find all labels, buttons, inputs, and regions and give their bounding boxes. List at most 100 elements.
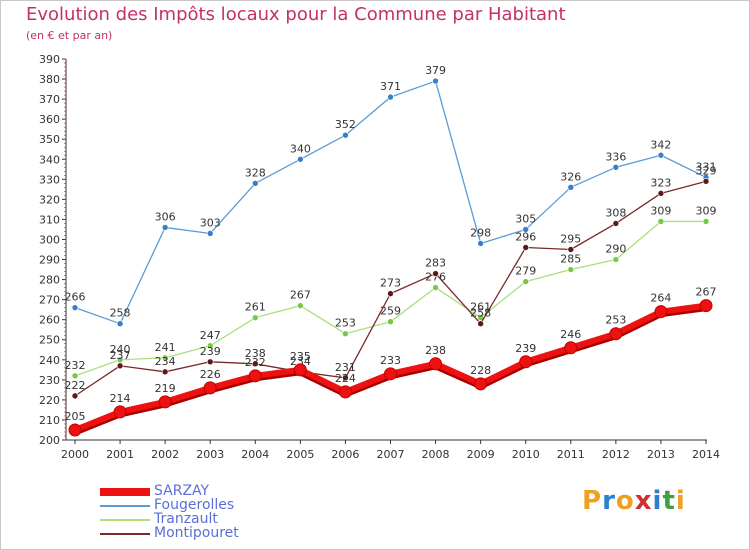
data-point-fougerolles <box>206 230 214 237</box>
data-label-montipouret: 234 <box>155 355 176 368</box>
x-tick-label: 2002 <box>151 448 179 461</box>
legend-label-tranzault: Tranzault <box>154 511 218 527</box>
data-point-fougerolles <box>387 93 394 101</box>
data-point-montipouret <box>432 270 439 277</box>
data-label-fougerolles: 371 <box>380 80 401 93</box>
data-label-tranzault: 241 <box>155 341 176 354</box>
data-label-fougerolles: 303 <box>200 216 221 229</box>
data-label-tranzault: 259 <box>380 305 401 318</box>
y-tick-label: 220 <box>39 394 60 407</box>
data-point-montipouret <box>116 362 124 370</box>
data-label-montipouret: 237 <box>110 349 131 362</box>
data-point-fougerolles <box>251 180 259 187</box>
data-point-sarzay <box>519 355 533 369</box>
legend-swatch-tranzault <box>100 519 150 521</box>
data-point-montipouret <box>161 368 169 376</box>
y-tick-label: 270 <box>39 294 60 307</box>
x-tick-label: 2010 <box>512 448 540 461</box>
data-point-sarzay <box>338 385 352 399</box>
y-tick-label: 390 <box>39 53 60 66</box>
y-tick-label: 250 <box>39 334 60 347</box>
data-point-sarzay <box>203 381 217 395</box>
data-label-sarzay: 224 <box>335 372 356 385</box>
chart-subtitle: (en € et par an) <box>26 29 113 42</box>
data-point-tranzault <box>702 218 710 225</box>
x-tick-label: 2009 <box>467 448 495 461</box>
data-label-sarzay: 238 <box>425 344 446 357</box>
data-point-fougerolles <box>297 155 304 163</box>
data-label-fougerolles: 331 <box>696 160 717 173</box>
x-tick-label: 2006 <box>331 448 359 461</box>
x-tick-label: 2011 <box>557 448 585 461</box>
legend-swatch-sarzay <box>100 488 150 496</box>
data-point-tranzault <box>71 372 79 380</box>
data-label-montipouret: 239 <box>200 345 221 358</box>
data-point-sarzay <box>609 327 623 341</box>
data-label-tranzault: 309 <box>696 204 717 217</box>
data-point-montipouret <box>567 246 575 253</box>
x-tick-label: 2014 <box>692 448 720 461</box>
logo-letter: x <box>634 486 653 516</box>
data-point-sarzay <box>68 423 82 437</box>
data-label-tranzault: 290 <box>605 243 626 256</box>
x-tick-label: 2003 <box>196 448 224 461</box>
x-tick-label: 2004 <box>241 448 269 461</box>
legend-swatch-montipouret <box>100 533 150 535</box>
data-label-tranzault: 285 <box>560 253 581 266</box>
data-label-tranzault: 253 <box>335 317 356 330</box>
data-label-montipouret: 222 <box>65 379 86 392</box>
data-point-fougerolles <box>657 151 665 159</box>
y-tick-label: 380 <box>39 73 60 86</box>
data-label-sarzay: 239 <box>515 342 536 355</box>
logo-letter: o <box>615 486 635 516</box>
data-label-sarzay: 264 <box>650 292 671 305</box>
data-label-tranzault: 247 <box>200 329 221 342</box>
data-point-sarzay <box>384 367 397 381</box>
x-tick-label: 2013 <box>647 448 675 461</box>
data-label-fougerolles: 328 <box>245 166 266 179</box>
data-point-montipouret <box>477 320 484 327</box>
x-tick-label: 2000 <box>61 448 89 461</box>
data-label-montipouret: 323 <box>650 176 671 189</box>
data-point-sarzay <box>474 377 488 391</box>
y-tick-label: 360 <box>39 113 60 126</box>
data-point-sarzay <box>564 341 578 355</box>
data-point-montipouret <box>522 244 530 251</box>
y-tick-label: 300 <box>39 233 60 246</box>
data-label-tranzault: 232 <box>65 359 86 372</box>
data-point-montipouret <box>387 290 394 297</box>
data-label-sarzay: 232 <box>245 356 266 369</box>
logo-letter: r <box>602 486 616 516</box>
data-point-montipouret <box>71 392 79 400</box>
data-label-tranzault: 261 <box>470 301 491 314</box>
data-label-fougerolles: 336 <box>605 150 626 163</box>
data-label-montipouret: 295 <box>560 233 581 246</box>
data-label-montipouret: 273 <box>380 277 401 290</box>
data-label-fougerolles: 266 <box>65 291 86 304</box>
y-tick-label: 310 <box>39 213 60 226</box>
chart-title: Evolution des Impôts locaux pour la Comm… <box>26 4 566 25</box>
logo-letter: P <box>582 486 603 516</box>
data-label-sarzay: 267 <box>696 286 717 299</box>
logo-letter: i <box>652 486 663 516</box>
data-point-tranzault <box>206 342 214 350</box>
y-tick-label: 230 <box>39 374 60 387</box>
data-label-sarzay: 214 <box>110 392 131 405</box>
x-tick-label: 2001 <box>106 448 134 461</box>
y-tick-label: 320 <box>39 193 60 206</box>
data-point-montipouret <box>657 190 665 197</box>
data-label-fougerolles: 352 <box>335 118 356 131</box>
data-label-fougerolles: 340 <box>290 142 311 155</box>
data-label-fougerolles: 306 <box>155 210 176 223</box>
data-label-montipouret: 329 <box>696 164 717 177</box>
data-label-fougerolles: 305 <box>515 212 536 225</box>
data-point-tranzault <box>297 302 304 309</box>
data-point-montipouret <box>206 358 214 366</box>
data-point-fougerolles <box>612 163 620 171</box>
proxiti-logo: Proxiti <box>582 486 686 516</box>
logo-letter: t <box>662 486 676 516</box>
data-point-sarzay <box>158 395 172 409</box>
data-point-fougerolles <box>161 224 169 231</box>
legend-label-sarzay: SARZAY <box>154 483 210 499</box>
